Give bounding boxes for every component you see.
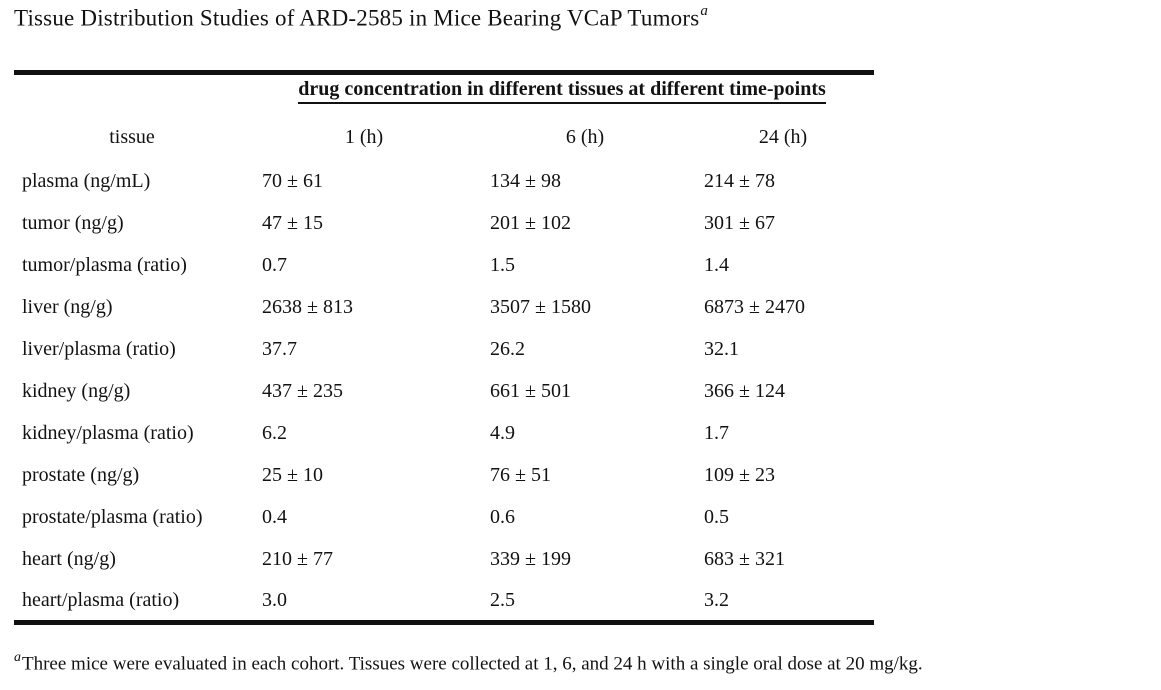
value-1h: 70 ± 61 bbox=[262, 170, 323, 192]
value-24h: 0.5 bbox=[704, 506, 729, 528]
footnote: aThree mice were evaluated in each cohor… bbox=[14, 650, 923, 675]
table-row-prostate-plasma-ratio: prostate/plasma (ratio) 0.4 0.6 0.5 bbox=[14, 497, 874, 539]
tissue-label: tumor (ng/g) bbox=[22, 212, 124, 234]
value-24h: 109 ± 23 bbox=[704, 464, 775, 486]
column-header-6h: 6 (h) bbox=[565, 125, 605, 148]
table-row-liver: liver (ng/g) 2638 ± 813 3507 ± 1580 6873… bbox=[14, 287, 874, 329]
value-1h: 2638 ± 813 bbox=[262, 296, 353, 318]
spanning-header-cell: drug concentration in different tissues … bbox=[250, 73, 874, 114]
table-row-prostate: prostate (ng/g) 25 ± 10 76 ± 51 109 ± 23 bbox=[14, 455, 874, 497]
spanning-header-spacer bbox=[14, 73, 250, 114]
tissue-label: prostate/plasma (ratio) bbox=[22, 506, 203, 528]
tissue-label: liver (ng/g) bbox=[22, 296, 113, 318]
value-6h: 339 ± 199 bbox=[490, 548, 571, 570]
value-6h: 4.9 bbox=[490, 422, 515, 444]
value-6h: 201 ± 102 bbox=[490, 212, 571, 234]
value-6h: 661 ± 501 bbox=[490, 380, 571, 402]
footnote-text: Three mice were evaluated in each cohort… bbox=[22, 653, 923, 675]
table-row-tumor: tumor (ng/g) 47 ± 15 201 ± 102 301 ± 67 bbox=[14, 203, 874, 245]
column-header-row: tissue 1 (h) 6 (h) 24 (h) bbox=[14, 114, 874, 161]
value-1h: 0.4 bbox=[262, 506, 287, 528]
value-24h: 683 ± 321 bbox=[704, 548, 785, 570]
footnote-marker: a bbox=[14, 650, 21, 665]
value-1h: 37.7 bbox=[262, 338, 297, 360]
value-24h: 301 ± 67 bbox=[704, 212, 775, 234]
table-row-tumor-plasma-ratio: tumor/plasma (ratio) 0.7 1.5 1.4 bbox=[14, 245, 874, 287]
tissue-label: liver/plasma (ratio) bbox=[22, 338, 176, 360]
value-1h: 3.0 bbox=[262, 588, 287, 611]
value-6h: 0.6 bbox=[490, 506, 515, 528]
value-1h: 210 ± 77 bbox=[262, 548, 333, 570]
value-1h: 25 ± 10 bbox=[262, 464, 323, 486]
value-24h: 3.2 bbox=[704, 588, 729, 611]
tissue-label: heart/plasma (ratio) bbox=[22, 588, 180, 611]
table-row-kidney: kidney (ng/g) 437 ± 235 661 ± 501 366 ± … bbox=[14, 371, 874, 413]
table-row-heart: heart (ng/g) 210 ± 77 339 ± 199 683 ± 32… bbox=[14, 539, 874, 581]
tissue-label: plasma (ng/mL) bbox=[22, 170, 151, 192]
value-6h: 1.5 bbox=[490, 254, 515, 276]
value-1h: 0.7 bbox=[262, 254, 287, 276]
tissue-label: tumor/plasma (ratio) bbox=[22, 254, 187, 276]
table-title-footnote-marker: a bbox=[700, 3, 709, 19]
value-1h: 6.2 bbox=[262, 422, 287, 444]
column-header-tissue: tissue bbox=[109, 125, 155, 148]
spanning-header-row: drug concentration in different tissues … bbox=[14, 73, 874, 114]
value-6h: 3507 ± 1580 bbox=[490, 296, 591, 318]
value-24h: 1.4 bbox=[704, 254, 729, 276]
tissue-label: heart (ng/g) bbox=[22, 548, 116, 570]
spanning-header-text: drug concentration in different tissues … bbox=[298, 78, 826, 105]
table-row-plasma: plasma (ng/mL) 70 ± 61 134 ± 98 214 ± 78 bbox=[14, 161, 874, 203]
column-header-1h: 1 (h) bbox=[344, 125, 384, 148]
value-24h: 32.1 bbox=[704, 338, 739, 360]
value-6h: 26.2 bbox=[490, 338, 525, 360]
tissue-distribution-table: drug concentration in different tissues … bbox=[14, 70, 875, 625]
tissue-label: kidney/plasma (ratio) bbox=[22, 422, 194, 444]
tissue-label: kidney (ng/g) bbox=[22, 380, 131, 402]
value-6h: 2.5 bbox=[490, 588, 515, 611]
value-1h: 47 ± 15 bbox=[262, 212, 323, 234]
value-24h: 6873 ± 2470 bbox=[704, 296, 805, 318]
value-6h: 134 ± 98 bbox=[490, 170, 561, 192]
table-row-heart-plasma-ratio: heart/plasma (ratio) 3.0 2.5 3.2 bbox=[14, 581, 874, 623]
table-title: Tissue Distribution Studies of ARD-2585 … bbox=[14, 3, 709, 32]
value-24h: 1.7 bbox=[704, 422, 729, 444]
column-header-24h: 24 (h) bbox=[758, 125, 808, 148]
tissue-label: prostate (ng/g) bbox=[22, 464, 140, 486]
value-1h: 437 ± 235 bbox=[262, 380, 343, 402]
value-24h: 214 ± 78 bbox=[704, 170, 775, 192]
value-24h: 366 ± 124 bbox=[704, 380, 785, 402]
table-title-text: Tissue Distribution Studies of ARD-2585 … bbox=[14, 5, 700, 31]
value-6h: 76 ± 51 bbox=[490, 464, 551, 486]
table-row-liver-plasma-ratio: liver/plasma (ratio) 37.7 26.2 32.1 bbox=[14, 329, 874, 371]
table-row-kidney-plasma-ratio: kidney/plasma (ratio) 6.2 4.9 1.7 bbox=[14, 413, 874, 455]
